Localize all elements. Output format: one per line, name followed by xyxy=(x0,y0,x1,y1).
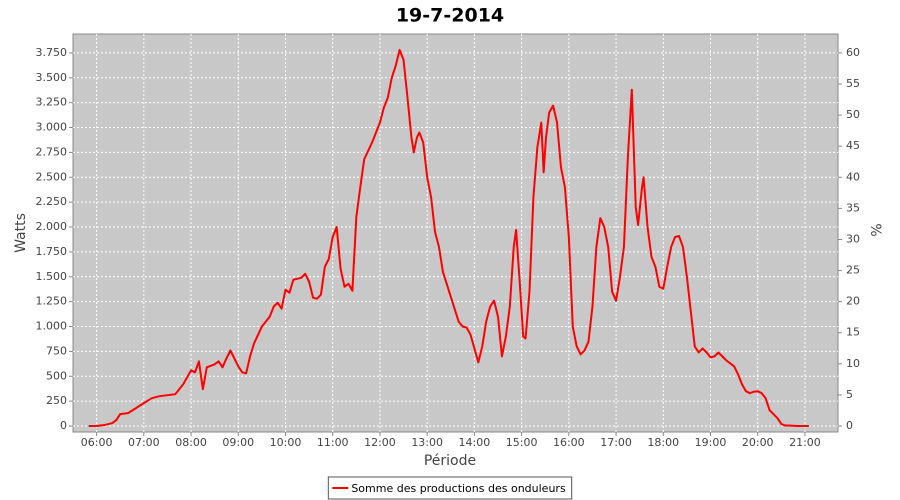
y-tick-label: 500 xyxy=(46,369,67,382)
x-tick-label: 13:00 xyxy=(411,436,443,449)
y-axis-title: Watts xyxy=(13,213,29,253)
x-tick-label: 21:00 xyxy=(789,436,821,449)
y-tick-label: 1.500 xyxy=(36,270,68,283)
y2-tick-label: 50 xyxy=(846,108,860,121)
y2-tick-label: 35 xyxy=(846,201,860,214)
y-tick-label: 2.750 xyxy=(36,145,68,158)
x-tick-label: 11:00 xyxy=(317,436,349,449)
y-tick-label: 0 xyxy=(60,419,67,432)
y2-tick-label: 30 xyxy=(846,232,860,245)
y-tick-label: 2.500 xyxy=(36,170,68,183)
y2-tick-label: 45 xyxy=(846,139,860,152)
y-tick-label: 3.250 xyxy=(36,96,68,109)
y2-tick-label: 40 xyxy=(846,170,860,183)
x-tick-label: 17:00 xyxy=(600,436,632,449)
y-tick-label: 3.500 xyxy=(36,71,68,84)
y-tick-label: 2.000 xyxy=(36,220,68,233)
y-tick-label: 1.000 xyxy=(36,320,68,333)
y-tick-label: 3.750 xyxy=(36,46,68,59)
x-tick-label: 19:00 xyxy=(695,436,727,449)
y2-tick-label: 20 xyxy=(846,295,860,308)
y-tick-label: 750 xyxy=(46,344,67,357)
legend-box xyxy=(327,476,573,500)
y-tick-label: 3.000 xyxy=(36,121,68,134)
y2-tick-label: 10 xyxy=(846,357,860,370)
series-line xyxy=(88,48,809,428)
x-tick-label: 16:00 xyxy=(553,436,585,449)
y2-tick-label: 25 xyxy=(846,264,860,277)
y-tick-label: 250 xyxy=(46,394,67,407)
x-tick-label: 08:00 xyxy=(175,436,207,449)
y-tick-label: 1.750 xyxy=(36,245,68,258)
x-tick-label: 20:00 xyxy=(742,436,774,449)
y-tick-label: 1.250 xyxy=(36,295,68,308)
y2-tick-label: 55 xyxy=(846,77,860,90)
y2-axis-title: % xyxy=(867,223,883,236)
plot-background xyxy=(72,33,839,433)
y-tick-label: 2.250 xyxy=(36,195,68,208)
x-tick-label: 14:00 xyxy=(459,436,491,449)
y2-tick-label: 60 xyxy=(846,46,860,59)
x-tick-label: 12:00 xyxy=(364,436,396,449)
chart-title: 19-7-2014 xyxy=(396,5,504,27)
legend-label: Somme des productions des onduleurs xyxy=(351,482,566,495)
y2-tick-label: 15 xyxy=(846,326,860,339)
x-tick-label: 18:00 xyxy=(647,436,679,449)
x-tick-label: 10:00 xyxy=(270,436,302,449)
x-tick-label: 06:00 xyxy=(81,436,113,449)
x-tick-label: 07:00 xyxy=(128,436,160,449)
x-tick-label: 09:00 xyxy=(222,436,254,449)
y2-tick-label: 0 xyxy=(846,419,853,432)
x-axis-title: Période xyxy=(424,453,476,469)
x-tick-label: 15:00 xyxy=(506,436,538,449)
y2-tick-label: 5 xyxy=(846,388,853,401)
